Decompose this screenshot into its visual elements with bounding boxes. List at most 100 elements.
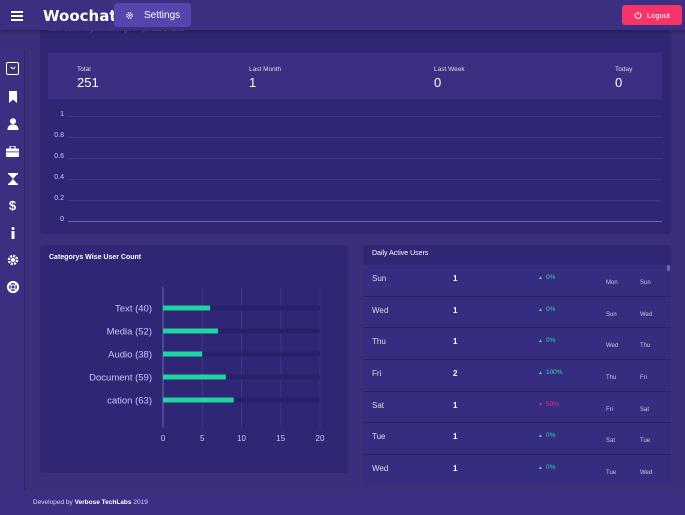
row-change-value: 0% bbox=[545, 432, 556, 440]
bar-track bbox=[163, 351, 320, 357]
table-row: Wed 1 ▲ 0% Tue Wed bbox=[363, 455, 671, 485]
info-icon[interactable] bbox=[6, 226, 19, 239]
bar bbox=[163, 397, 234, 403]
grid-line bbox=[68, 179, 662, 180]
category-label: Text (40) bbox=[115, 304, 152, 315]
category-label: Audio (38) bbox=[108, 350, 152, 361]
x-tick-label: 5 bbox=[200, 434, 205, 443]
row-change-value: 0% bbox=[545, 305, 556, 313]
top-bar: Woochat Settings Logout bbox=[0, 0, 685, 30]
bar bbox=[163, 374, 226, 380]
user-icon[interactable] bbox=[6, 117, 19, 130]
row-change: ▲ 0% bbox=[538, 337, 555, 344]
x-tick-label: 10 bbox=[237, 434, 246, 443]
shopping-bag-icon[interactable] bbox=[6, 62, 19, 75]
table-row: Sat 1 ▼ 50% Fri Sat bbox=[363, 391, 671, 424]
settings-label: Settings bbox=[144, 9, 181, 21]
daily-active-list: Sun 1 ▲ 0% Mon Sun Wed 1 ▲ 0% Sun Wed Thu 1 ▲ 0% Wed Thu F… bbox=[363, 265, 671, 485]
x-tick-label: 0 bbox=[161, 434, 166, 443]
category-label: cation (63) bbox=[107, 396, 152, 407]
power-icon bbox=[634, 11, 642, 19]
row-current-day: Fri bbox=[640, 375, 647, 382]
y-tick-label: 1 bbox=[60, 111, 64, 118]
table-row: Thu 1 ▲ 0% Wed Thu bbox=[363, 328, 671, 361]
row-current-day: Thu bbox=[640, 343, 651, 350]
new-users-card: New users registered in given period of … bbox=[40, 26, 671, 234]
row-day: Sun bbox=[372, 274, 387, 283]
stat-label: Last Week bbox=[434, 66, 465, 73]
stat-value: 0 bbox=[615, 75, 623, 90]
stat-total: Total 251 bbox=[77, 66, 99, 90]
menu-toggle-icon[interactable] bbox=[11, 11, 23, 21]
category-card: Categorys Wise User Count 0 5 10 15 20 Text (… bbox=[40, 245, 348, 473]
category-bar-chart: 0 5 10 15 20 Text (40) Media (52) Audio (38) Doc… bbox=[40, 275, 348, 473]
bar bbox=[163, 351, 203, 357]
arrow-down-icon: ▼ bbox=[538, 401, 543, 408]
row-day: Wed bbox=[372, 464, 389, 474]
row-compare-day: Thu bbox=[606, 375, 617, 382]
y-tick-label: 0 bbox=[60, 216, 64, 223]
gear-icon[interactable] bbox=[6, 253, 19, 266]
hourglass-icon[interactable] bbox=[6, 172, 19, 185]
bar-track bbox=[163, 374, 320, 380]
bar bbox=[163, 305, 211, 311]
daily-active-title: Daily Active Users bbox=[372, 250, 429, 257]
row-count: 1 bbox=[453, 274, 458, 283]
briefcase-icon[interactable] bbox=[6, 145, 19, 158]
sidebar: $ bbox=[0, 50, 25, 490]
y-tick-label: 0.2 bbox=[54, 195, 64, 202]
row-day: Wed bbox=[372, 305, 389, 315]
dollar-icon[interactable]: $ bbox=[8, 198, 17, 213]
stat-last-week: Last Week 0 bbox=[434, 66, 465, 90]
grid-line bbox=[68, 116, 662, 117]
category-label: Media (52) bbox=[107, 327, 152, 338]
row-change: ▼ 50% bbox=[538, 401, 559, 408]
scrollbar[interactable] bbox=[667, 265, 670, 271]
x-axis-line bbox=[68, 221, 662, 222]
category-title: Categorys Wise User Count bbox=[49, 254, 142, 261]
logout-button[interactable]: Logout bbox=[622, 5, 682, 25]
logout-label: Logout bbox=[647, 10, 670, 20]
stat-value: 251 bbox=[77, 75, 99, 90]
stat-today: Today 0 bbox=[615, 66, 632, 90]
grid-line bbox=[68, 200, 662, 201]
row-current-day: Sun bbox=[640, 280, 651, 286]
brand-title: Woochat bbox=[43, 7, 117, 25]
row-change: ▲ 0% bbox=[538, 464, 555, 471]
row-compare-day: Fri bbox=[606, 406, 613, 413]
table-row: Tue 1 ▲ 0% Sat Tue bbox=[363, 423, 671, 456]
category-label: Document (59) bbox=[89, 373, 152, 384]
row-change-value: 50% bbox=[545, 400, 559, 408]
row-day: Fri bbox=[372, 369, 382, 379]
stat-label: Today bbox=[615, 66, 633, 73]
table-row: Sun 1 ▲ 0% Mon Sun bbox=[363, 265, 671, 297]
row-day: Tue bbox=[372, 432, 386, 442]
row-count: 1 bbox=[453, 464, 458, 474]
footer-credit: Developed by Verbose TechLabs 2019 bbox=[33, 499, 148, 506]
row-count: 1 bbox=[453, 432, 458, 442]
arrow-up-icon: ▲ bbox=[538, 306, 543, 313]
arrow-up-icon: ▲ bbox=[538, 465, 543, 472]
bar-track bbox=[163, 397, 320, 403]
arrow-up-icon: ▲ bbox=[538, 433, 543, 440]
y-tick-label: 0.4 bbox=[54, 174, 64, 181]
gear-icon bbox=[126, 11, 133, 19]
footer-year: 2019 bbox=[133, 499, 148, 506]
lifebuoy-icon[interactable] bbox=[6, 280, 19, 293]
row-change: ▲ 0% bbox=[538, 432, 555, 439]
row-compare-day: Wed bbox=[606, 343, 619, 350]
row-current-day: Sat bbox=[640, 406, 650, 413]
row-change: ▲ 100% bbox=[538, 369, 563, 376]
row-compare-day: Mon bbox=[606, 280, 618, 286]
table-row: Fri 2 ▲ 100% Thu Fri bbox=[363, 360, 671, 392]
grid-line bbox=[68, 158, 662, 159]
bookmark-icon[interactable] bbox=[6, 90, 19, 103]
table-row: Wed 1 ▲ 0% Sun Wed bbox=[363, 296, 671, 329]
bar-chart-svg: 0 5 10 15 20 Text (40) Media (52) Audio (38) Doc… bbox=[89, 287, 325, 443]
settings-button[interactable]: Settings bbox=[114, 3, 191, 27]
new-users-chart: 1 0.8 0.6 0.4 0.2 0 bbox=[40, 110, 671, 230]
footer-prefix: Developed by bbox=[33, 499, 73, 506]
row-compare-day: Tue bbox=[606, 470, 617, 477]
row-count: 1 bbox=[453, 305, 458, 315]
bar-track bbox=[163, 305, 320, 311]
